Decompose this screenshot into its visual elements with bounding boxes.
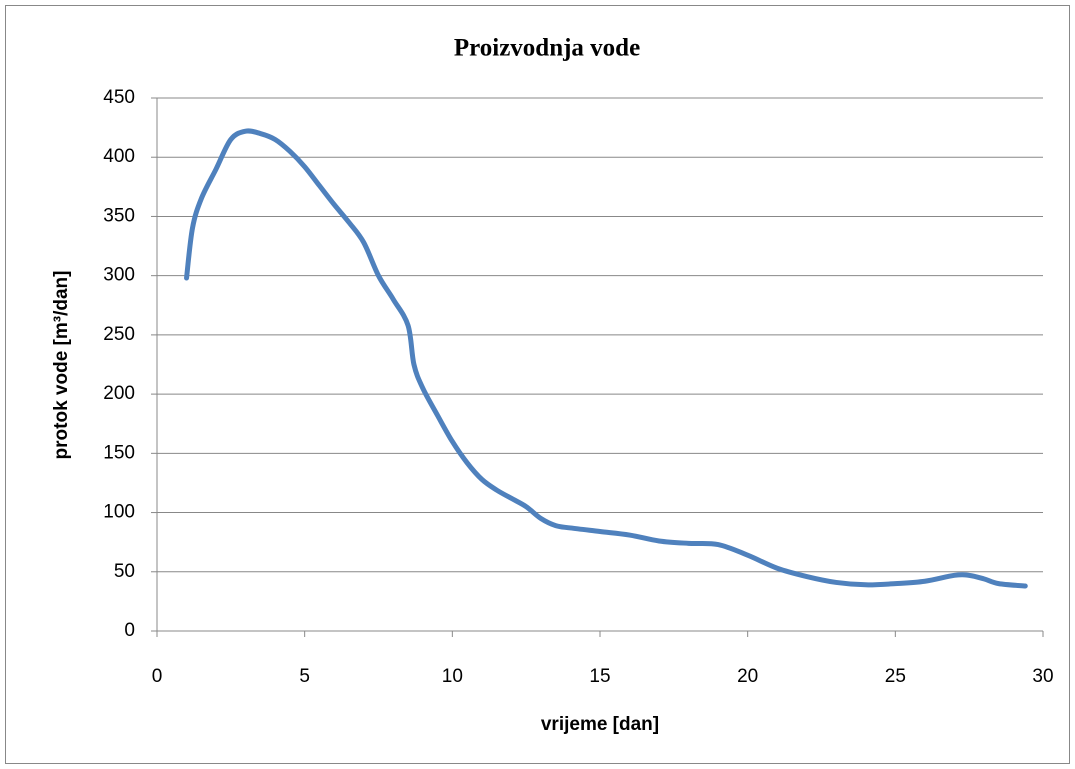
x-tick-label: 20 — [737, 666, 758, 687]
x-tick-label: 15 — [589, 666, 610, 687]
y-tick-label: 150 — [103, 442, 135, 463]
y-tick-label: 200 — [103, 383, 135, 404]
data-line — [184, 128, 1028, 589]
y-tick-label: 0 — [124, 620, 135, 641]
y-tick-label: 300 — [103, 265, 135, 286]
y-tick-label: 450 — [103, 87, 135, 108]
x-tick-label: 10 — [442, 666, 463, 687]
chart-title: Proizvodnja vode — [454, 35, 640, 62]
y-tick-label: 100 — [103, 502, 135, 523]
y-tick-label: 50 — [114, 561, 135, 582]
y-axis-label: protok vode [m³/dan] — [51, 271, 72, 460]
y-tick-label: 250 — [103, 324, 135, 345]
x-tick-label: 30 — [1032, 666, 1053, 687]
x-tick-label: 5 — [299, 666, 310, 687]
x-tick-label: 25 — [885, 666, 906, 687]
x-axis-label: vrijeme [dan] — [541, 714, 659, 735]
x-tick-label: 0 — [152, 666, 163, 687]
y-tick-label: 400 — [103, 146, 135, 167]
chart-frame — [5, 5, 1070, 764]
y-tick-label: 350 — [103, 205, 135, 226]
